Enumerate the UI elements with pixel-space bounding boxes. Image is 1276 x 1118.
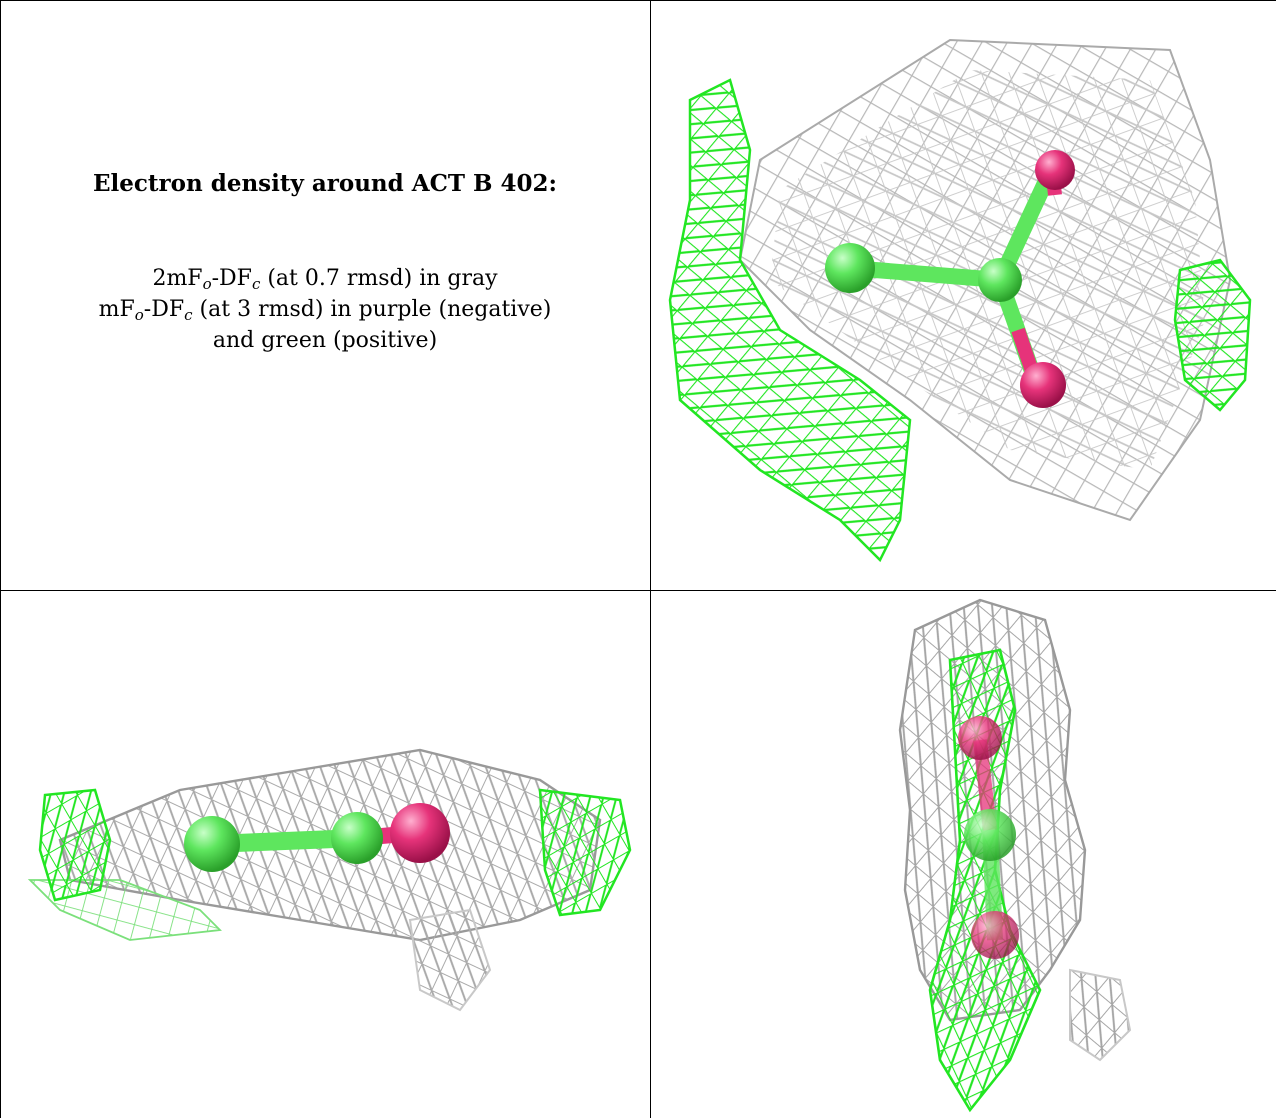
oxygen-atom — [390, 803, 450, 863]
view-bottom-left — [0, 590, 650, 1118]
view-bottom-right — [650, 590, 1276, 1118]
oxygen-atom — [1020, 362, 1066, 408]
caption-line-3: and green (positive) — [212, 328, 438, 353]
density-render-bottom-left — [27, 748, 632, 1012]
frame-vertical-divider — [650, 0, 651, 1118]
frame-top-border — [0, 0, 1276, 1]
carbon-atom — [825, 243, 875, 293]
caption-line-2: mFo-DFc (at 3 rmsd) in purple (negative) — [98, 297, 552, 324]
oxygen-atom — [958, 716, 1002, 760]
density-render-top-right — [668, 38, 1252, 563]
carbon-atom — [964, 809, 1016, 861]
frame-left-border — [0, 0, 1, 1118]
oxygen-atom — [1035, 150, 1075, 190]
carbon-atom — [978, 258, 1022, 302]
carbon-atom — [184, 816, 240, 872]
density-render-bottom-right — [898, 598, 1132, 1113]
caption: Electron density around ACT B 402: 2mFo-… — [0, 170, 650, 356]
caption-panel: Electron density around ACT B 402: 2mFo-… — [0, 0, 650, 590]
carbon-atom — [331, 812, 383, 864]
caption-line-1: 2mFo-DFc (at 0.7 rmsd) in gray — [152, 266, 498, 293]
oxygen-atom — [971, 911, 1019, 959]
frame-horizontal-divider — [0, 590, 1276, 591]
view-top-right — [650, 0, 1276, 590]
caption-title: Electron density around ACT B 402: — [93, 170, 557, 197]
